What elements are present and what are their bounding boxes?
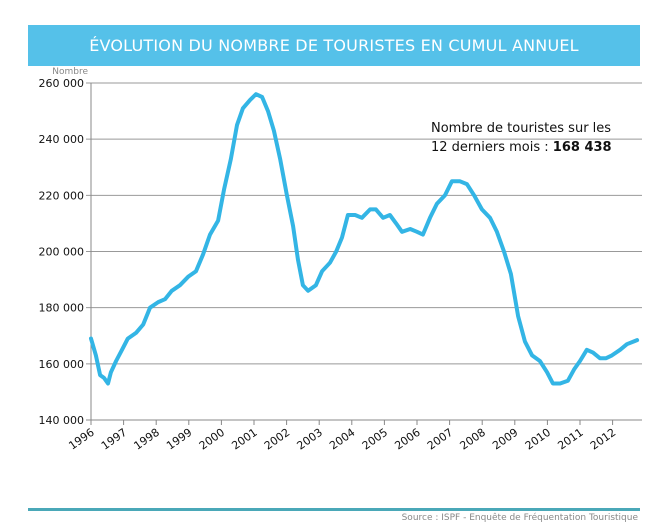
footer-divider xyxy=(28,508,640,511)
chart-title: ÉVOLUTION DU NOMBRE DE TOURISTES EN CUMU… xyxy=(28,25,640,66)
x-tick-label: 2002 xyxy=(262,426,292,453)
y-tick-label: 200 000 xyxy=(39,246,85,259)
x-tick-label: 2006 xyxy=(392,426,422,453)
x-tick-label: 2003 xyxy=(295,426,325,453)
x-tick-label: 1999 xyxy=(164,426,194,453)
annotation-label: 12 derniers mois : xyxy=(431,140,553,155)
x-tick-label: 2001 xyxy=(229,426,259,453)
x-tick-label: 2010 xyxy=(523,426,553,453)
annotation: Nombre de touristes sur les 12 derniers … xyxy=(431,119,612,157)
annotation-line-2: 12 derniers mois : 168 438 xyxy=(431,138,612,157)
series-line xyxy=(89,92,640,386)
x-tick-label: 2008 xyxy=(458,426,488,453)
x-tick-label: 2004 xyxy=(327,426,357,453)
y-axis-label: Nombre xyxy=(52,67,88,77)
y-tick-label: 160 000 xyxy=(39,358,85,371)
y-tick-label: 180 000 xyxy=(39,302,85,315)
x-tick-label: 2005 xyxy=(360,426,390,453)
annotation-line-1: Nombre de touristes sur les xyxy=(431,121,612,136)
x-tick-label: 2007 xyxy=(425,426,455,453)
x-tick-label: 1996 xyxy=(66,426,96,453)
x-tick-label: 2012 xyxy=(588,426,618,453)
y-tick-label: 220 000 xyxy=(39,189,85,202)
y-tick-label: 240 000 xyxy=(39,133,85,146)
y-tick-label: 140 000 xyxy=(39,414,85,427)
x-tick-label: 2011 xyxy=(555,426,585,453)
x-tick-label: 1998 xyxy=(132,426,162,453)
source-note: Source : ISPF - Enquête de Fréquentation… xyxy=(401,513,638,523)
x-tick-label: 2009 xyxy=(490,426,520,453)
x-tick-label: 2000 xyxy=(197,426,227,453)
y-tick-label: 260 000 xyxy=(39,77,85,90)
x-tick-label: 1997 xyxy=(99,426,129,453)
annotation-value: 168 438 xyxy=(552,140,612,155)
